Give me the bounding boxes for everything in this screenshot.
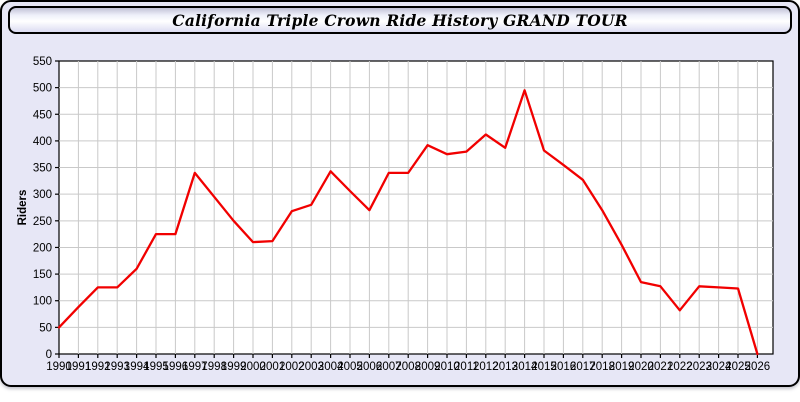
riders-series-line <box>57 89 759 356</box>
y-tick-label: 350 <box>33 163 52 175</box>
x-tick-label: 2001 <box>260 361 286 373</box>
x-tick-label: 1995 <box>143 361 169 373</box>
y-tick-label: 200 <box>33 242 52 254</box>
chart-title: California Triple Crown Ride History GRA… <box>172 10 628 30</box>
y-tick-label: 400 <box>33 136 52 148</box>
x-tick-label: 2026 <box>745 361 771 373</box>
x-tick-label: 2009 <box>415 361 441 373</box>
x-tick-label: 2023 <box>686 361 712 373</box>
x-tick-label: 2002 <box>279 361 305 373</box>
x-tick-label: 2017 <box>570 361 596 373</box>
x-tick-label: 2024 <box>706 361 732 373</box>
x-tick-label: 2000 <box>240 361 266 373</box>
x-tick-label: 1994 <box>124 361 150 373</box>
x-tick-label: 2006 <box>357 361 383 373</box>
y-tick-label: 50 <box>39 322 52 334</box>
x-tick-label: 2014 <box>512 361 538 373</box>
x-tick-label: 2004 <box>318 361 344 373</box>
x-tick-label: 2020 <box>628 361 654 373</box>
x-tick-label: 2005 <box>337 361 363 373</box>
x-tick-label: 2003 <box>298 361 324 373</box>
x-tick-label: 2011 <box>454 361 479 373</box>
y-tick-label: 450 <box>33 109 52 121</box>
plot-area <box>58 60 774 355</box>
x-tick-label: 1996 <box>163 361 189 373</box>
y-tick-label: 250 <box>33 216 52 228</box>
x-tick-label: 1999 <box>221 361 247 373</box>
y-tick-label: 100 <box>33 296 52 308</box>
x-tick-label: 2013 <box>492 361 518 373</box>
y-axis-title: Riders <box>17 190 29 226</box>
x-tick-label: 2015 <box>531 361 557 373</box>
x-tick-label: 2018 <box>589 361 615 373</box>
y-tick-label: 300 <box>33 189 52 201</box>
y-tick-label: 150 <box>33 269 52 281</box>
x-tick-label: 1997 <box>182 361 208 373</box>
x-tick-label: 2012 <box>473 361 499 373</box>
x-tick-label: 2019 <box>609 361 635 373</box>
x-tick-label: 2008 <box>395 361 421 373</box>
x-tick-label: 2025 <box>725 361 751 373</box>
chart-title-bar: California Triple Crown Ride History GRA… <box>8 6 792 34</box>
x-tick-label: 1998 <box>201 361 227 373</box>
x-tick-label: 1990 <box>46 361 72 373</box>
x-tick-label: 2016 <box>551 361 577 373</box>
y-tick-label: 550 <box>33 56 52 68</box>
x-tick-label: 2021 <box>648 361 674 373</box>
x-tick-label: 1993 <box>104 361 130 373</box>
x-tick-label: 2022 <box>667 361 693 373</box>
x-tick-label: 2010 <box>434 361 460 373</box>
y-tick-label: 0 <box>46 349 52 361</box>
app-window: California Triple Crown Ride History GRA… <box>0 0 800 387</box>
x-tick-label: 1991 <box>66 361 92 373</box>
x-tick-label: 2007 <box>376 361 402 373</box>
y-tick-label: 500 <box>33 83 52 95</box>
x-tick-label: 1992 <box>85 361 111 373</box>
